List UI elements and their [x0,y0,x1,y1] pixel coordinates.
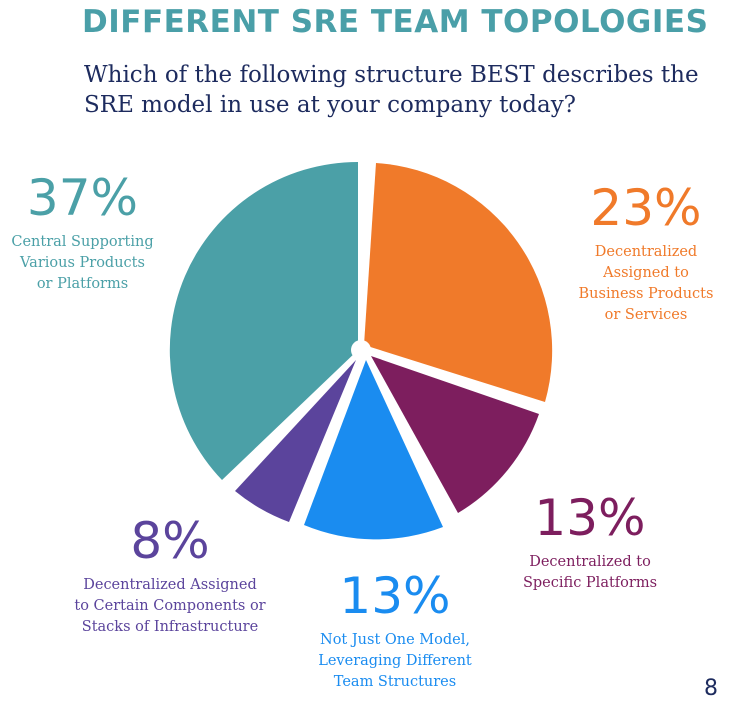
label-central: 37% Central Supporting Various Products … [0,170,165,295]
center-hole [351,340,371,360]
desc-mixed: Not Just One Model, Leveraging Different… [318,632,472,690]
desc-components: Decentralized Assigned to Certain Compon… [74,577,266,635]
pct-business: 23% [590,179,702,237]
label-components: 8% Decentralized Assigned to Certain Com… [55,513,285,638]
page-number: 8 [704,676,718,701]
slice-platforms [371,356,539,513]
label-mixed: 13% Not Just One Model, Leveraging Diffe… [295,568,495,693]
pct-mixed: 13% [339,567,451,625]
desc-central: Central Supporting Various Products or P… [11,234,154,292]
slice-mixed [304,360,443,540]
question-subtitle: Which of the following structure BEST de… [84,62,699,118]
label-platforms: 13% Decentralized to Specific Platforms [500,490,680,594]
slice-central [169,161,358,481]
pct-platforms: 13% [534,489,646,547]
pct-components: 8% [130,512,210,570]
page-title: DIFFERENT SRE TEAM TOPOLOGIES [82,4,709,40]
pct-central: 37% [26,169,139,227]
slice-business [364,163,553,402]
label-business: 23% Decentralized Assigned to Business P… [566,180,726,326]
desc-business: Decentralized Assigned to Business Produ… [578,244,714,323]
desc-platforms: Decentralized to Specific Platforms [522,554,658,591]
slice-components [235,360,356,522]
